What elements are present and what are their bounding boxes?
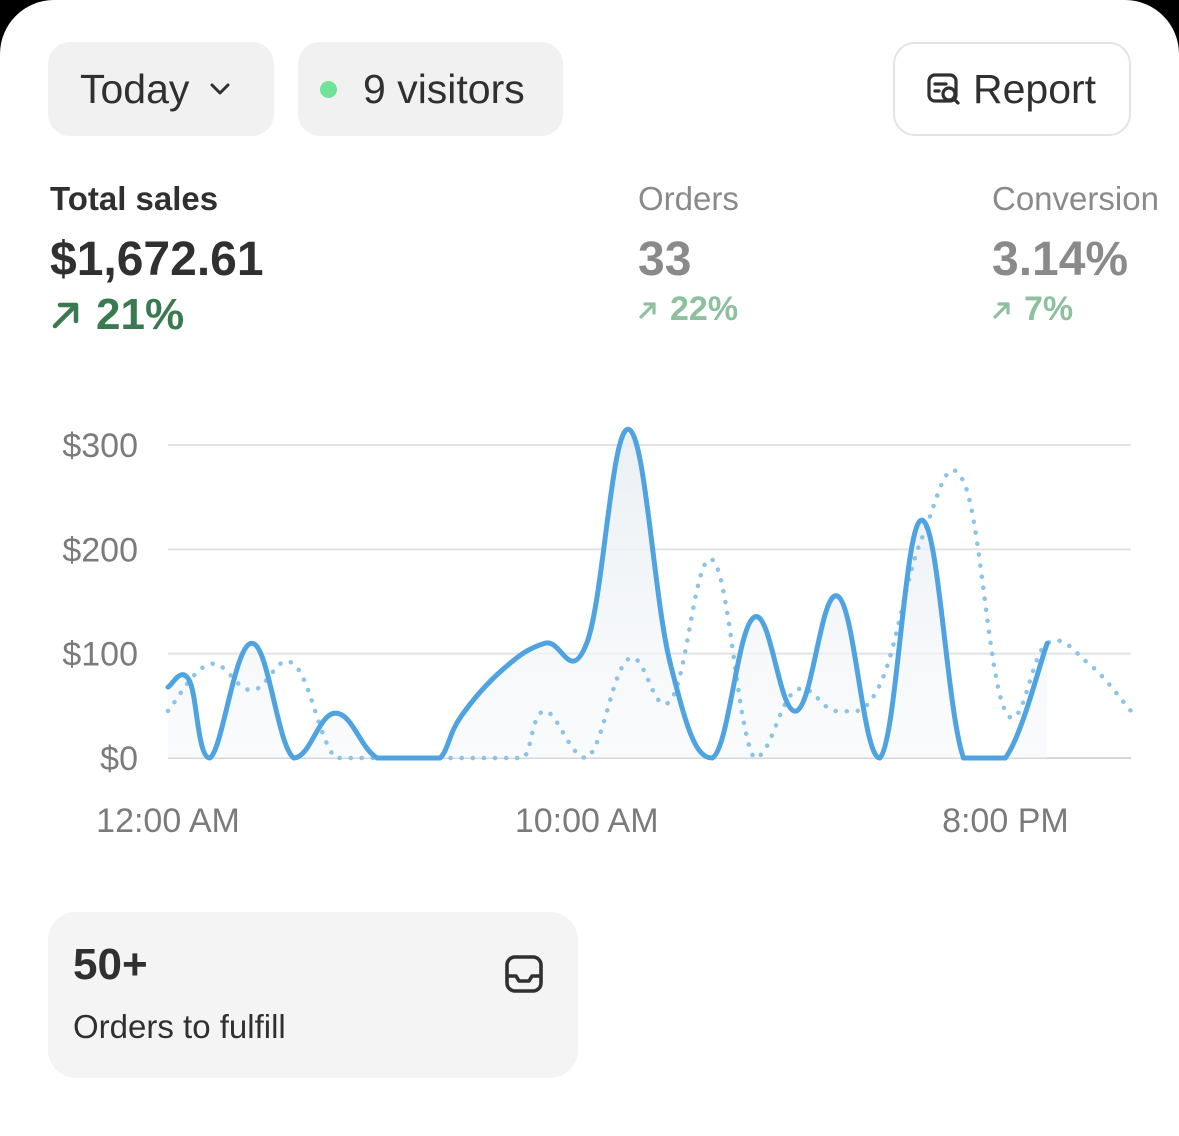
- report-button[interactable]: Report: [893, 42, 1131, 136]
- arrow-up-right-icon: [52, 302, 79, 329]
- y-tick-label: $100: [62, 636, 138, 674]
- live-visitors-button[interactable]: 9 visitors: [298, 42, 563, 136]
- sales-line-chart[interactable]: $0 $100 $200 $300 12:00 AM 10:00 AM 8:00 PM: [0, 380, 1179, 860]
- fulfill-label: Orders to fulfill: [73, 1008, 286, 1045]
- y-tick-label: $0: [100, 740, 138, 778]
- metric-conversion[interactable]: Conversion 3.14% 7%: [992, 180, 1159, 329]
- metric-change-value: 22%: [670, 290, 739, 328]
- arrow-up-right-icon: [993, 301, 1010, 319]
- sales-series-line: [165, 426, 1050, 761]
- chevron-down-icon: [210, 83, 230, 95]
- series-area: [168, 429, 1048, 758]
- metric-value: 33: [638, 233, 692, 286]
- metric-value: $1,672.61: [50, 233, 264, 286]
- y-tick-label: $300: [62, 427, 138, 465]
- visitors-label: 9 visitors: [363, 65, 525, 112]
- report-label: Report: [973, 65, 1097, 112]
- inbox-icon: [505, 955, 543, 993]
- live-indicator-dot: [320, 80, 337, 98]
- x-tick-label: 12:00 AM: [96, 802, 240, 840]
- metric-change: 21%: [50, 290, 264, 340]
- metric-value: 3.14%: [992, 233, 1129, 286]
- metric-change: 22%: [638, 290, 739, 329]
- x-tick-label: 8:00 PM: [942, 802, 1069, 840]
- metric-total-sales[interactable]: Total sales $1,672.61 21%: [50, 180, 264, 340]
- arrow-up-right-icon: [639, 301, 656, 319]
- date-range-dropdown[interactable]: Today: [48, 42, 274, 136]
- date-range-label: Today: [80, 65, 190, 112]
- report-search-icon: [927, 73, 960, 105]
- metric-change-value: 21%: [96, 290, 185, 339]
- x-tick-label: 10:00 AM: [515, 802, 659, 840]
- metric-label: Conversion: [992, 180, 1159, 217]
- metric-change: 7%: [992, 290, 1159, 329]
- metric-label: Orders: [638, 180, 739, 217]
- metric-orders[interactable]: Orders 33 22%: [638, 180, 739, 329]
- fulfill-count: 50+: [73, 940, 148, 989]
- metric-change-value: 7%: [1024, 290, 1074, 328]
- y-tick-label: $200: [62, 531, 138, 569]
- metric-label: Total sales: [50, 180, 219, 217]
- orders-to-fulfill-card[interactable]: 50+ Orders to fulfill: [48, 912, 578, 1078]
